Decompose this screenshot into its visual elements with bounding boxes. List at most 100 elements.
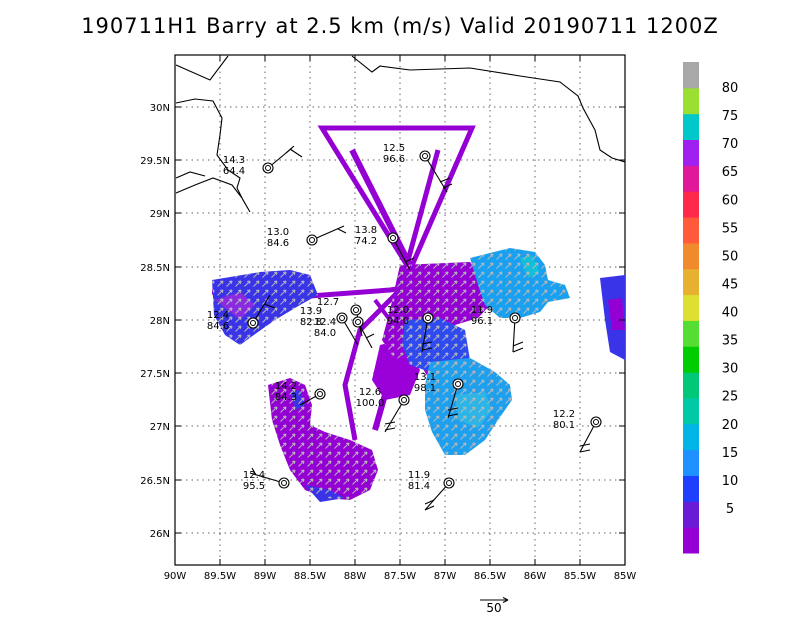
lon-label: 86W: [524, 571, 547, 582]
colorbar-swatch: [683, 165, 699, 192]
station-direction: 84.0: [314, 328, 336, 339]
station-direction: 84.6: [267, 238, 289, 249]
colorbar-label: 30: [722, 362, 739, 377]
station-direction: 100.0: [356, 398, 385, 409]
station-marker-inner: [317, 391, 323, 397]
station-marker: [590, 416, 602, 428]
reference-vector: 50: [480, 597, 509, 615]
flight-track: [317, 125, 476, 276]
station-marker: [422, 312, 434, 324]
station-speed: 12.0: [387, 305, 409, 316]
reference-vector-label: 50: [486, 601, 501, 615]
station-marker: [352, 316, 364, 328]
colorbar-swatch: [683, 449, 699, 476]
station-speed: 12.7: [317, 297, 339, 308]
colorbar-swatch: [683, 268, 699, 296]
station-direction: 84.6: [207, 321, 229, 332]
station-marker-inner: [593, 419, 599, 425]
colorbar-label: 70: [722, 137, 739, 152]
station-marker: [336, 312, 348, 324]
station-marker-inner: [512, 315, 518, 321]
station-s10: 11.996.1: [471, 305, 524, 353]
station-speed: 12.4: [207, 310, 229, 321]
station-marker-inner: [309, 237, 315, 243]
station-marker: [247, 317, 259, 329]
station-direction: 98.1: [414, 383, 436, 394]
station-speed: 13.8: [355, 225, 377, 236]
station-s11: 13.198.1: [414, 372, 464, 419]
station-speed: 13.9: [300, 306, 322, 317]
station-s12: 14.284.3: [275, 381, 326, 406]
station-marker-inner: [401, 397, 407, 403]
lon-label: 88.5W: [294, 571, 326, 582]
station-marker: [278, 477, 290, 489]
station-marker: [350, 304, 362, 316]
lon-label: 86.5W: [474, 571, 506, 582]
station-marker-inner: [446, 480, 452, 486]
colorbar-swatch: [683, 372, 699, 399]
colorbar-label: 80: [722, 81, 739, 96]
colorbar-label: 40: [722, 306, 739, 321]
station-speed: 14.2: [275, 381, 297, 392]
station-marker-inner: [339, 315, 345, 321]
dropsonde-stations: 14.364.412.596.613.084.613.874.212.713.9…: [207, 143, 602, 511]
station-direction: 74.2: [355, 236, 377, 247]
station-marker-inner: [265, 165, 271, 171]
colorbar-label: 45: [722, 277, 739, 292]
colorbar-label: 60: [722, 193, 739, 208]
colorbar-swatch: [683, 87, 699, 115]
station-marker: [262, 162, 274, 174]
lat-label: 26.5N: [140, 476, 170, 487]
station-marker-inner: [355, 319, 361, 325]
station-marker: [306, 234, 318, 246]
station-s14: 12.280.1: [553, 409, 602, 453]
lat-label: 27.5N: [140, 369, 170, 380]
station-direction: 95.5: [243, 481, 265, 492]
colorbar-swatch: [683, 191, 699, 218]
station-marker: [314, 388, 326, 400]
station-direction: 81.4: [408, 481, 430, 492]
lat-label: 28.5N: [140, 263, 170, 274]
station-marker-inner: [422, 153, 428, 159]
lon-label: 90W: [164, 571, 187, 582]
station-marker: [398, 394, 410, 406]
station-speed: 12.4: [314, 317, 336, 328]
colorbar-label: 35: [722, 334, 739, 349]
colorbar-swatch: [683, 346, 699, 373]
colorbar-swatch: [683, 397, 699, 425]
station-s2: 12.596.6: [383, 143, 453, 193]
station-direction: 94.0: [387, 316, 409, 327]
colorbar-swatch: [683, 113, 699, 141]
lat-label: 28N: [150, 316, 170, 327]
colorbar-label: 65: [722, 165, 739, 180]
axis-ticks: [174, 55, 626, 565]
colorbar-label: 5: [726, 502, 734, 517]
colorbar-label: 15: [722, 446, 739, 461]
lon-label: 88W: [344, 571, 367, 582]
station-s16: 11.981.4: [408, 470, 455, 511]
station-marker: [509, 312, 521, 324]
colorbar-label: 50: [722, 249, 739, 264]
station-direction: 96.6: [383, 154, 405, 165]
colorbar-label: 10: [722, 474, 739, 489]
wind-vectors: [212, 248, 570, 500]
station-marker: [443, 477, 455, 489]
station-s6: 13.982.8: [300, 306, 359, 346]
lon-label: 85.5W: [564, 571, 596, 582]
station-s9: 12.094.0: [387, 305, 434, 353]
lon-label: 89W: [254, 571, 277, 582]
station-s8: 12.484.6: [207, 294, 276, 332]
color-bar: 5 10 15 20 25 30 35 40 45 50 55 60 65 70 75 80: [683, 62, 738, 554]
station-marker: [419, 150, 431, 162]
station-speed: 12.6: [359, 387, 381, 398]
station-speed: 11.9: [408, 470, 430, 481]
colorbar-swatch: [683, 242, 699, 270]
station-marker-inner: [353, 307, 359, 313]
lat-label: 29.5N: [140, 156, 170, 167]
latitude-labels: 30N 29.5N 29N 28.5N 28N 27.5N 27N 26.5N 26N: [140, 103, 170, 540]
lat-label: 26N: [150, 529, 170, 540]
longitude-labels: 90W 89.5W 89W 88.5W 88W 87.5W 87W 86.5W 86W 85.5W…: [164, 571, 637, 582]
lon-label: 87W: [434, 571, 457, 582]
station-marker-inner: [250, 320, 256, 326]
